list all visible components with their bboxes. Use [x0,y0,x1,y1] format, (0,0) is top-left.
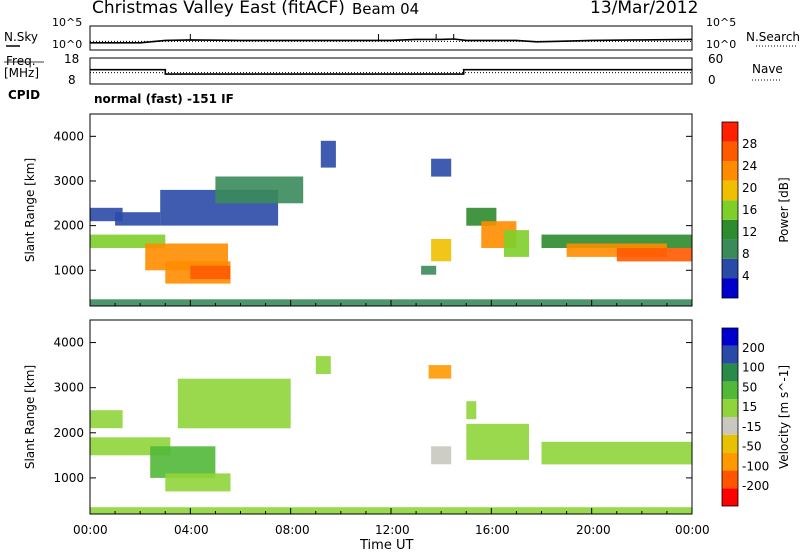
freq-panel-frame [89,57,693,85]
velocity-colorbar-swatch-8 [722,345,738,364]
velocity-region-7 [431,446,452,465]
velocity-colorbar-tick-7: -200 [742,479,769,493]
velocity-colorbar-tick-2: 50 [742,380,757,394]
velocity-region-6 [428,365,452,379]
x-axis-label: Time UT [360,538,414,553]
power-region-14 [503,230,529,257]
power-colorbar-swatch-8 [722,122,738,142]
velocity-ytick-label-0: 4000 [53,336,84,350]
power-region-9 [431,239,452,262]
nave-right-tick-top: 60 [708,52,724,66]
x-tick-0: 00:00 [73,523,108,537]
power-colorbar-tick-3: 16 [742,203,757,217]
noise-panel-frame [89,25,693,51]
velocity-colorbar-tick-3: 15 [742,400,757,414]
velocity-colorbar-tick-4: -15 [742,420,762,434]
power-colorbar-swatch-5 [722,180,738,201]
velocity-colorbar-swatch-7 [722,363,738,382]
date-label: 13/Mar/2012 [590,0,699,18]
x-tick-4: 16:00 [475,523,510,537]
noise-left-tick-top: 10^5 [52,16,83,29]
freq-label-line1: Freq. [6,54,36,68]
power-ytick-label-2: 2000 [53,219,84,233]
power-region-7 [215,176,304,204]
velocity-region-0 [90,410,123,429]
velocity-colorbar-swatch-9 [722,328,738,346]
freq-label-line2: [MHz] [4,66,40,80]
power-colorbar-swatch-2 [722,239,738,259]
x-tick-1: 04:00 [174,523,209,537]
power-colorbar-tick-1: 24 [742,159,757,173]
noise-right-tick-top: 10^5 [706,16,737,29]
power-colorbar-tick-2: 20 [742,181,757,195]
power-colorbar-tick-5: 8 [742,247,750,261]
velocity-colorbar-tick-6: -100 [742,459,769,473]
velocity-colorbar-tick-5: -50 [742,440,762,454]
cpid-label: CPID [8,88,41,102]
velocity-region-9 [466,401,477,420]
power-colorbar-tick-6: 4 [742,269,750,283]
noise-search-label: N.Search [746,30,800,44]
power-colorbar-frame [721,121,739,299]
velocity-colorbar-swatch-6 [722,381,738,400]
noise-left-tick-bottom: 10^0 [52,38,83,51]
nave-label: Nave [752,62,783,76]
power-colorbar-label: Power [dB] [777,177,791,242]
plot-title: Christmas Valley East (fitACF) [92,0,345,18]
power-region-5 [190,265,231,280]
velocity-region-5 [315,356,331,375]
power-ytick-label-3: 1000 [53,263,84,277]
velocity-region-2 [150,446,216,478]
power-region-11 [431,158,452,177]
velocity-ytick-label-2: 2000 [53,426,84,440]
power-ylabel: Slant Range [km] [23,158,37,262]
power-colorbar-swatch-0 [722,278,738,298]
velocity-ytick-label-1: 3000 [53,381,84,395]
noise-sky-label: N.Sky [4,30,39,44]
power-colorbar-tick-0: 28 [742,137,757,151]
power-region-10 [421,265,437,275]
velocity-region-10 [541,441,692,465]
cpid-value: normal (fast) -151 IF [94,92,234,106]
power-colorbar-swatch-6 [722,161,738,181]
velocity-colorbar-swatch-5 [722,399,738,417]
velocity-colorbar-swatch-2 [722,452,738,471]
velocity-colorbar-swatch-0 [722,488,738,506]
noise-right-tick-bottom: 10^0 [706,38,737,51]
beam-label: Beam 04 [352,0,420,18]
power-colorbar-tick-4: 12 [742,225,757,239]
freq-series-freq [90,68,692,75]
x-tick-2: 08:00 [275,523,310,537]
x-tick-6: 00:00 [675,523,710,537]
power-region-17 [616,248,693,262]
velocity-colorbar-swatch-4 [722,417,738,435]
velocity-colorbar-tick-1: 100 [742,361,765,375]
freq-left-tick-top: 18 [64,52,80,66]
velocity-region-4 [177,378,291,429]
velocity-colorbar-swatch-1 [722,470,738,489]
power-ytick-label-1: 3000 [53,174,84,188]
power-region-0 [90,207,123,222]
power-colorbar-swatch-4 [722,200,738,220]
velocity-colorbar-tick-0: 200 [742,341,765,355]
x-tick-5: 20:00 [576,523,611,537]
velocity-region-3 [165,473,231,492]
velocity-colorbar-swatch-3 [722,434,738,453]
velocity-colorbar-frame [721,327,739,507]
power-region-1 [115,212,161,226]
freq-left-tick-bottom: 8 [68,73,76,87]
velocity-colorbar-label: Velocity [m s^-1] [777,365,791,469]
power-colorbar-swatch-7 [722,141,738,162]
x-tick-3: 12:00 [375,523,410,537]
velocity-ylabel: Slant Range [km] [23,365,37,469]
velocity-region-8 [466,423,529,460]
power-region-8 [320,140,336,168]
power-colorbar-swatch-1 [722,258,738,279]
power-colorbar-swatch-3 [722,219,738,240]
velocity-ytick-label-3: 1000 [53,471,84,485]
nave-right-tick-bottom: 0 [708,73,716,87]
power-ytick-label-0: 4000 [53,129,84,143]
